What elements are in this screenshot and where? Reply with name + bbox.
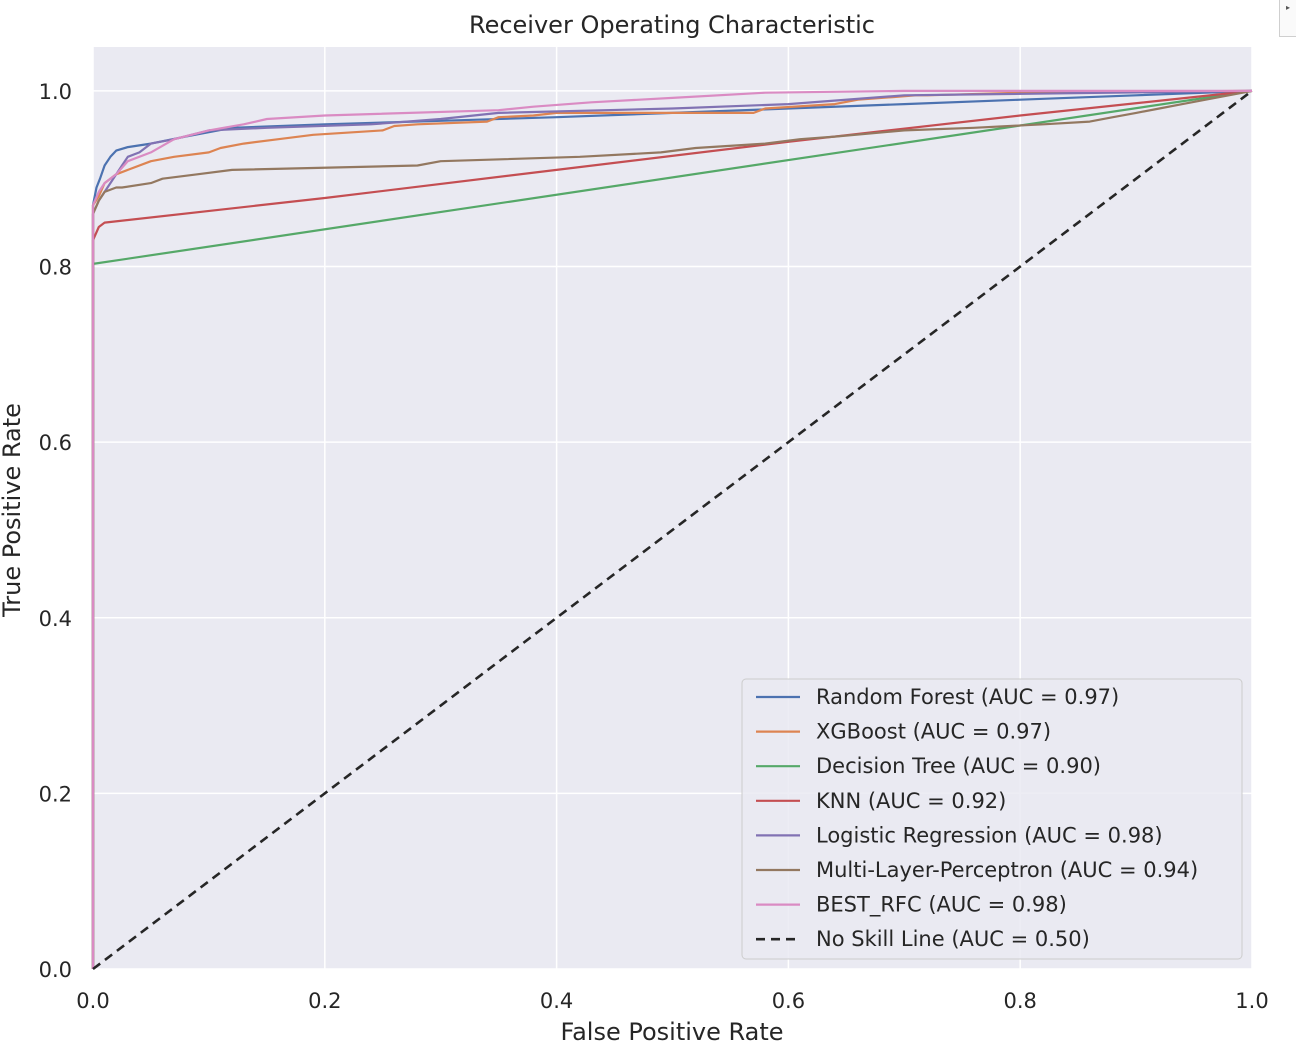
series-line-6 [91,89,1252,969]
x-tick-label-1: 0.2 [308,989,341,1013]
legend: Random Forest (AUC = 0.97) XGBoost (AUC =… [741,678,1243,960]
grid-lines [92,47,1253,970]
series-line-5 [91,89,1253,969]
legend-box [741,678,1243,960]
x-axis-label: False Positive Rate [560,1018,783,1046]
y-tick-label-5: 1.0 [39,80,72,104]
legend-label-2: Decision Tree (AUC = 0.90) [816,754,1101,778]
series-lines [91,89,1253,971]
y-tick-label-0: 0.0 [39,958,72,982]
caret-right-icon[interactable]: ▸ [1279,0,1296,37]
series-line-3 [91,89,1253,969]
y-tick-label-1: 0.2 [39,782,72,806]
legend-label-6: BEST_RFC (AUC = 0.98) [816,893,1067,918]
legend-label-5: Multi-Layer-Perceptron (AUC = 0.94) [816,858,1198,882]
chart-title: Receiver Operating Characteristic [469,11,875,39]
legend-label-7: No Skill Line (AUC = 0.50) [816,927,1090,951]
x-tick-label-0: 0.0 [76,989,109,1013]
x-tick-label-2: 0.4 [540,989,573,1013]
series-line-7 [92,89,1253,971]
x-tick-label-3: 0.6 [772,989,805,1013]
y-tick-label-3: 0.6 [39,431,72,455]
legend-label-4: Logistic Regression (AUC = 0.98) [816,823,1163,847]
x-tick-label-4: 0.8 [1003,989,1036,1013]
legend-label-0: Random Forest (AUC = 0.97) [816,685,1119,709]
tick-labels: 0.0 0.2 0.4 0.6 0.8 1.0 0.0 0.2 0.4 0.6 0.8 1.0 [39,80,1269,1013]
series-line-0 [91,89,1253,969]
y-tick-label-4: 0.8 [39,256,72,280]
legend-label-1: XGBoost (AUC = 0.97) [816,720,1051,744]
y-axis-label: True Positive Rate [0,403,26,618]
x-tick-label-5: 1.0 [1235,989,1268,1013]
y-tick-label-2: 0.4 [39,607,72,631]
legend-label-3: KNN (AUC = 0.92) [816,789,1006,813]
